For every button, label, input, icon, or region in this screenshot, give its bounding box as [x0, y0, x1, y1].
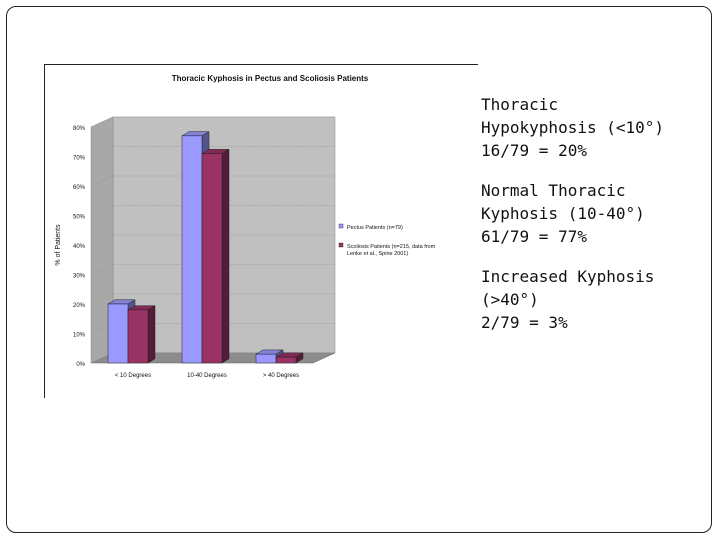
bar-side: [147, 305, 156, 364]
note-line: Hypokyphosis (<10°): [481, 118, 665, 137]
y-tick-label: 60%: [73, 185, 86, 191]
y-tick-label: 10%: [73, 333, 86, 339]
gridline: [90, 293, 335, 305]
legend-label: Pectus Patients (n=79): [347, 225, 403, 231]
gridline: [90, 234, 335, 246]
bar: [275, 356, 297, 364]
note-increased-kyphosis: Increased Kyphosis (>40°) 2/79 = 3%: [481, 265, 711, 334]
note-line: Normal Thoracic: [481, 181, 626, 200]
legend-swatch: [338, 242, 344, 248]
note-normal-kyphosis: Normal Thoracic Kyphosis (10-40°) 61/79 …: [481, 179, 711, 248]
gridline: [90, 146, 335, 157]
note-line: (>40°): [481, 290, 539, 309]
legend-label-line: Scoliosis Patients (n=215, data from: [347, 244, 436, 250]
x-tick-label: < 10 Degrees: [115, 373, 151, 379]
notes-panel: Thoracic Hypokyphosis (<10°) 16/79 = 20%…: [481, 93, 711, 351]
x-tick-label: 10-40 Degrees: [187, 373, 227, 379]
y-tick-label: 20%: [73, 303, 86, 309]
y-axis-label: % of Patients: [55, 224, 62, 266]
bar: [107, 303, 129, 364]
bar: [127, 309, 149, 364]
note-line: Increased Kyphosis: [481, 267, 655, 286]
gridline: [90, 175, 335, 187]
gridline: [90, 116, 335, 128]
slide-frame: [6, 6, 712, 533]
note-hypokyphosis: Thoracic Hypokyphosis (<10°) 16/79 = 20%: [481, 93, 711, 162]
bar: [255, 353, 277, 364]
kyphosis-bar-chart: Thoracic Kyphosis in Pectus and Scoliosi…: [55, 74, 436, 379]
note-line: 2/79 = 3%: [481, 313, 568, 332]
y-tick-label: 30%: [73, 274, 86, 280]
y-tick-label: 70%: [73, 156, 86, 162]
x-tick-label: > 40 Degrees: [263, 373, 299, 379]
y-tick-label: 50%: [73, 215, 86, 221]
bar: [201, 153, 223, 364]
legend-label-line: Lenke et al., Spine 2001): [347, 251, 408, 257]
y-tick-label: 80%: [73, 126, 86, 132]
note-line: Kyphosis (10-40°): [481, 204, 645, 223]
bar: [181, 135, 203, 364]
chart-title: Thoracic Kyphosis in Pectus and Scoliosi…: [172, 74, 369, 83]
y-tick-label: 40%: [73, 244, 86, 250]
legend-label: Scoliosis Patients (n=215, data from Lenk…: [347, 244, 436, 257]
chart-panel: Thoracic Kyphosis in Pectus and Scoliosi…: [44, 64, 478, 398]
note-line: 16/79 = 20%: [481, 141, 587, 160]
note-line: Thoracic: [481, 95, 559, 114]
y-tick-label: 0%: [76, 362, 85, 368]
gridline: [90, 264, 335, 275]
bar-side: [221, 148, 230, 364]
legend-label-line: Pectus Patients (n=79): [347, 225, 403, 231]
legend-swatch: [338, 223, 344, 229]
gridline: [90, 205, 335, 216]
note-line: 61/79 = 77%: [481, 227, 587, 246]
